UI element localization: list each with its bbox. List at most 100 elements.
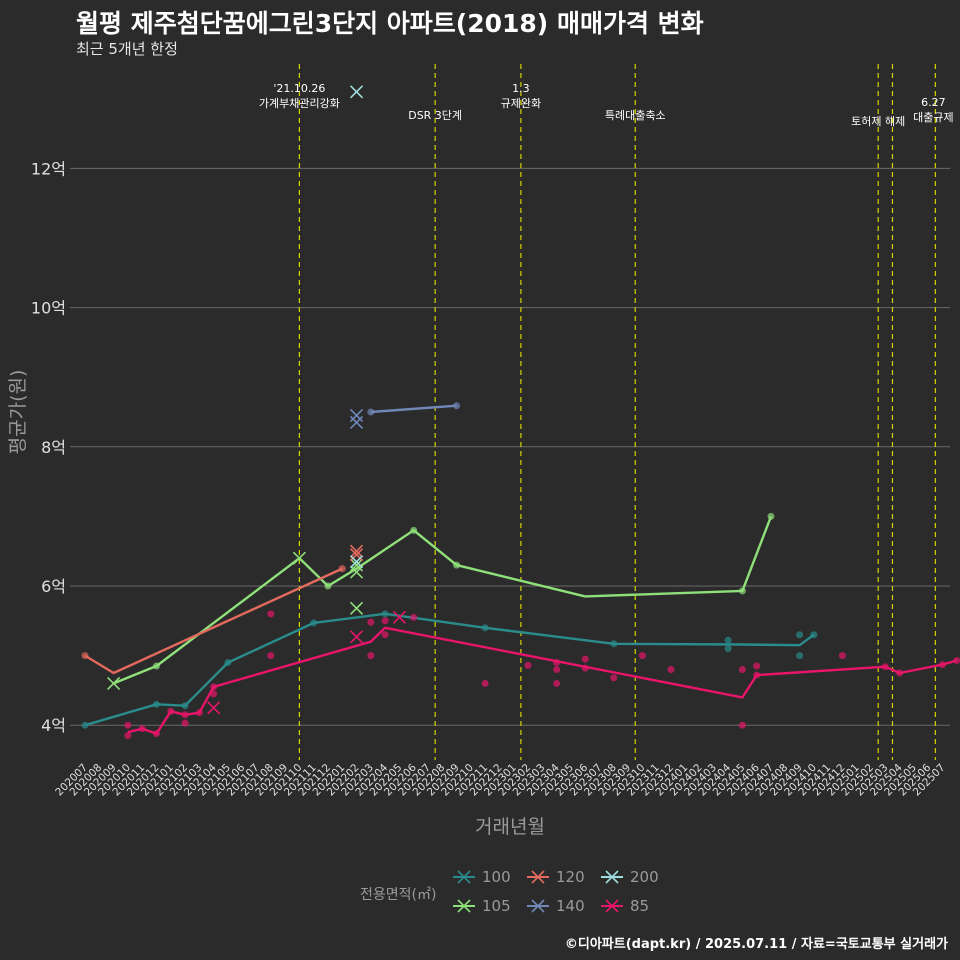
event-label: 6.27 [921,96,946,109]
chart-subtitle: 최근 5개년 한정 [76,40,178,58]
point-105 [738,587,746,595]
legend-label: 105 [482,897,511,915]
point-85 [181,711,189,719]
point-85 [138,725,146,733]
legend-key-icon [527,899,549,913]
point-105 [453,561,461,569]
point-85 [667,666,675,674]
cross-marker-140 [349,415,364,430]
point-100 [810,631,818,639]
point-85 [124,732,132,740]
legend-label: 100 [482,868,511,886]
legend-item-105: 105 [452,897,511,915]
point-140 [367,408,375,416]
point-100 [152,700,160,708]
point-85 [553,679,561,687]
point-120 [81,652,89,660]
point-85 [753,671,761,679]
cross-marker-85 [349,630,364,644]
y-tick-label: 10억 [31,299,66,318]
event-label: 1.3 [512,82,530,95]
point-85 [210,683,218,691]
point-85 [381,631,389,639]
point-85 [481,679,489,687]
point-105 [410,526,418,534]
event-label: 토허제 해제 [851,114,905,128]
point-85 [553,666,561,674]
point-140 [453,402,461,410]
y-tick-label: 6억 [41,577,66,596]
point-85 [553,659,561,667]
point-100 [724,636,732,644]
point-85 [581,655,589,663]
point-85 [124,721,132,729]
point-100 [610,640,618,648]
cross-marker-105 [107,676,121,691]
caption: ©디아파트(dapt.kr) / 2025.07.11 / 자료=국토교통부 실… [564,937,948,952]
point-85 [838,652,846,660]
point-85 [953,656,960,664]
point-85 [524,661,532,669]
point-100 [181,702,189,710]
point-85 [195,709,203,717]
x-axis-label: 거래년월 [475,816,545,838]
event-label: 가계부채관리강화 [259,97,340,110]
chart-title: 월평 제주첨단꿈에그린3단지 아파트(2018) 매매가격 변화 [76,9,704,38]
y-axis-label: 평균가(원) [7,370,29,455]
event-label: 규제완화 [501,97,541,110]
point-85 [881,663,889,671]
event-label: 특례대출축소 [605,109,666,122]
point-85 [267,610,275,618]
legend-label: 140 [556,897,585,915]
point-105 [767,512,775,520]
legend-item-140: 140 [526,897,585,915]
point-85 [367,652,375,660]
point-100 [224,659,232,667]
event-label: '21.10.26 [273,82,325,95]
legend-item-85: 85 [600,897,649,915]
point-100 [481,624,489,632]
legend-key-icon [453,870,475,884]
point-85 [753,662,761,670]
legend-label: 200 [630,868,659,886]
point-85 [638,652,646,660]
cross-marker-105 [292,551,306,565]
point-85 [610,674,618,682]
y-tick-label: 12억 [31,159,66,178]
series-line-140 [370,404,457,414]
cross-marker-85 [207,701,221,715]
point-105 [152,662,160,670]
point-85 [381,617,389,625]
point-85 [267,652,275,660]
legend-title: 전용면적(㎡) [360,887,437,903]
series-line-85 [127,626,958,735]
point-85 [738,721,746,729]
legend-key-icon [601,870,623,884]
event-label: 대출규제 [913,111,953,124]
cross-marker-200 [349,85,364,99]
cross-marker-85 [392,610,406,624]
legend-label: 120 [556,868,585,886]
legend-item-200: 200 [600,868,659,886]
point-120 [338,565,346,573]
legend-key-icon [453,899,475,913]
series-line-105 [113,515,773,685]
series-line-120 [84,567,343,675]
cross-marker-105 [349,601,364,615]
event-label: DSR 3단계 [408,109,462,122]
point-85 [410,613,418,621]
legend-key-icon [527,870,549,884]
cross-marker-120 [349,544,364,558]
point-100 [796,631,804,639]
y-tick-label: 4억 [41,716,66,735]
legend-item-120: 120 [526,868,585,886]
point-85 [581,664,589,672]
point-105 [324,582,332,590]
point-85 [896,669,904,677]
point-85 [210,690,218,698]
legend-key-icon [601,899,623,913]
cross-marker-140 [349,408,364,423]
cross-marker-105 [349,558,364,572]
series-line-100 [84,612,815,727]
